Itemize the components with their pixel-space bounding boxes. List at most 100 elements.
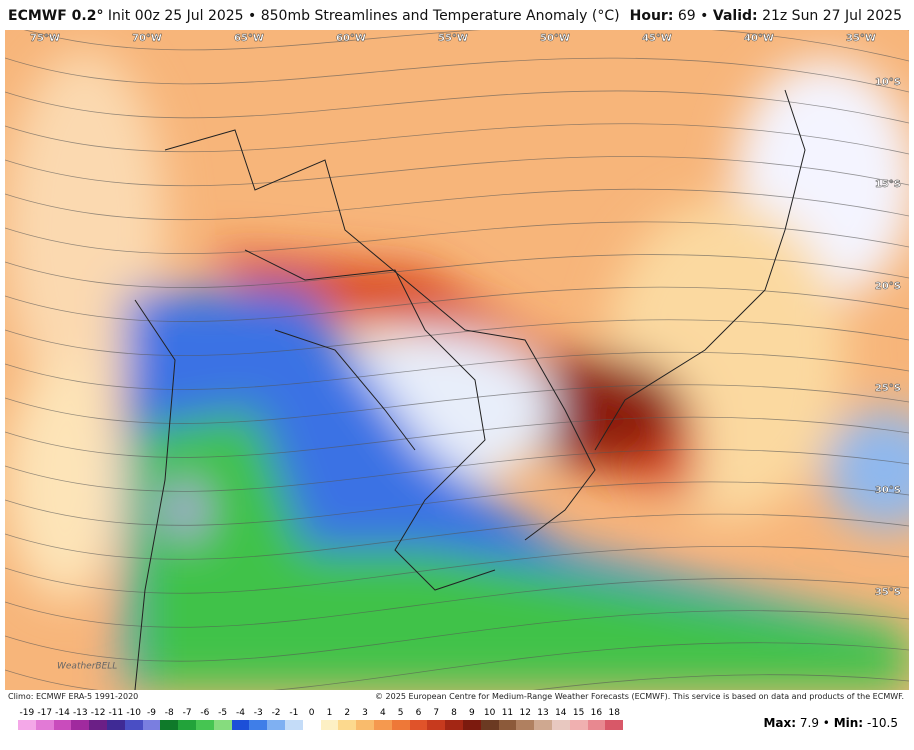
title: Init 00z 25 Jul 2025 • 850mb Streamlines… xyxy=(107,8,620,24)
colorbar-swatch xyxy=(302,720,321,730)
colorbar-label: -6 xyxy=(200,708,210,718)
max: 7.9 xyxy=(799,716,819,730)
colorbar-cell: -12 xyxy=(89,708,107,730)
colorbar-swatch xyxy=(605,720,624,730)
streamline xyxy=(533,674,909,690)
valid-label: Valid: xyxy=(712,8,758,24)
colorbar-label: 5 xyxy=(397,708,404,718)
colorbar-cell: -8 xyxy=(160,708,179,730)
colorbar-swatch xyxy=(178,720,196,730)
colorbar-cell: -13 xyxy=(71,708,90,730)
anomaly-field xyxy=(5,50,909,690)
streamline xyxy=(5,610,909,662)
lat-label: 10°S xyxy=(875,77,901,88)
colorbar-label: 4 xyxy=(379,708,386,718)
colorbar-label: 16 xyxy=(590,708,603,718)
colorbar-label: -12 xyxy=(90,708,106,718)
colorbar-label: 18 xyxy=(608,708,620,718)
streamline xyxy=(5,221,909,254)
colorbar-cell: 1 xyxy=(320,708,339,730)
colorbar-swatch xyxy=(71,720,90,730)
min-label: Min: xyxy=(833,716,864,730)
colorbar-cell: -2 xyxy=(267,708,285,730)
hour-label: Hour: xyxy=(629,8,674,24)
lon-label: 45°W xyxy=(642,33,672,44)
map: 75°W 70°W 65°W 60°W 55°W 50°W 45°W 40°W 35°W 10°… xyxy=(5,30,909,690)
model: ECMWF 0.2° xyxy=(8,8,104,24)
lat-label: 15°S xyxy=(875,179,901,190)
streamline xyxy=(5,188,909,221)
colorbar-label: -1 xyxy=(289,708,299,718)
lat-label: 35°S xyxy=(875,587,901,598)
colorbar-swatch xyxy=(534,720,552,730)
colorbar-cell: 6 xyxy=(409,708,428,730)
colorbar-swatch xyxy=(338,720,357,730)
colorbar-label: -19 xyxy=(19,708,35,718)
colorbar-cell: -4 xyxy=(231,708,250,730)
colorbar-swatch xyxy=(160,720,179,730)
colorbar-swatch xyxy=(480,720,499,730)
colorbar-label: 8 xyxy=(451,708,457,718)
streamline xyxy=(5,481,909,526)
colorbar-swatch xyxy=(462,720,481,730)
colorbar-swatch xyxy=(267,720,285,730)
lat-label: 30°S xyxy=(875,485,901,496)
lon-label: 75°W xyxy=(30,33,60,44)
colorbar-swatch xyxy=(284,720,303,730)
colorbar-cell: 3 xyxy=(356,708,374,730)
colorbar-label: 15 xyxy=(572,708,585,718)
max-label: Max: xyxy=(763,716,797,730)
colorbar-swatch xyxy=(18,720,36,730)
colorbar-swatch xyxy=(587,720,606,730)
colorbar-cell: -1 xyxy=(284,708,303,730)
streamline xyxy=(5,351,909,390)
streamline xyxy=(5,90,909,124)
colorbar-label: -8 xyxy=(164,708,174,718)
colorbar-cell: 0 xyxy=(302,708,321,730)
colorbar-label: 1 xyxy=(326,708,333,718)
colorbar-swatch xyxy=(35,720,54,730)
colorbar-cell: -19 xyxy=(18,708,36,730)
colorbar-label: 7 xyxy=(433,708,440,718)
streamline xyxy=(5,449,909,492)
colorbar-label: -17 xyxy=(37,708,53,718)
colorbar-swatch xyxy=(498,720,517,730)
colorbar-label: 11 xyxy=(501,708,514,718)
colorbar-label: 0 xyxy=(308,708,315,718)
stats: Max: 7.9 • Min: -10.5 xyxy=(763,716,898,730)
colorbar-label: -3 xyxy=(253,708,263,718)
lon-label: 60°W xyxy=(336,33,366,44)
colorbar-cell: 2 xyxy=(338,708,357,730)
lon-label: 65°W xyxy=(234,33,264,44)
colorbar-cell: 14 xyxy=(551,708,570,730)
colorbar-cell: 12 xyxy=(516,708,535,730)
colorbar-cell: 9 xyxy=(462,708,481,730)
colorbar-cell: 5 xyxy=(391,708,410,730)
colorbar-cell: -3 xyxy=(249,708,268,730)
colorbar-swatch xyxy=(409,720,428,730)
colorbar-swatch xyxy=(89,720,107,730)
streamline xyxy=(5,513,909,560)
colorbar-cell: 18 xyxy=(605,708,624,730)
colorbar-cell: -11 xyxy=(106,708,125,730)
valid: 21z Sun 27 Jul 2025 xyxy=(762,8,902,24)
streamline xyxy=(24,30,909,62)
colorbar-cell: -9 xyxy=(142,708,161,730)
climo: Climo: ECMWF ERA-5 1991-2020 xyxy=(8,692,139,701)
streamline xyxy=(5,545,909,594)
lon-label: 55°W xyxy=(438,33,468,44)
streamline xyxy=(5,57,909,93)
copyright: © 2025 European Centre for Medium-Range … xyxy=(375,692,904,701)
colorbar-swatch xyxy=(124,720,143,730)
colorbar-swatch xyxy=(427,720,446,730)
colorbar: -19 -17 -14 -13 -12 -11 -10 -9 -8 -7 -6 -5 -4 -3 -2 -1 0… xyxy=(18,708,624,730)
colorbar-label: -4 xyxy=(235,708,245,718)
logo: WeatherBELL xyxy=(57,662,117,672)
lon-label: 70°W xyxy=(132,33,162,44)
colorbar-cell: 11 xyxy=(498,708,517,730)
colorbar-swatch xyxy=(516,720,535,730)
colorbar-label: 13 xyxy=(537,708,549,718)
streamline xyxy=(5,642,909,690)
colorbar-cell: -10 xyxy=(124,708,143,730)
lat-label: 20°S xyxy=(875,281,901,292)
